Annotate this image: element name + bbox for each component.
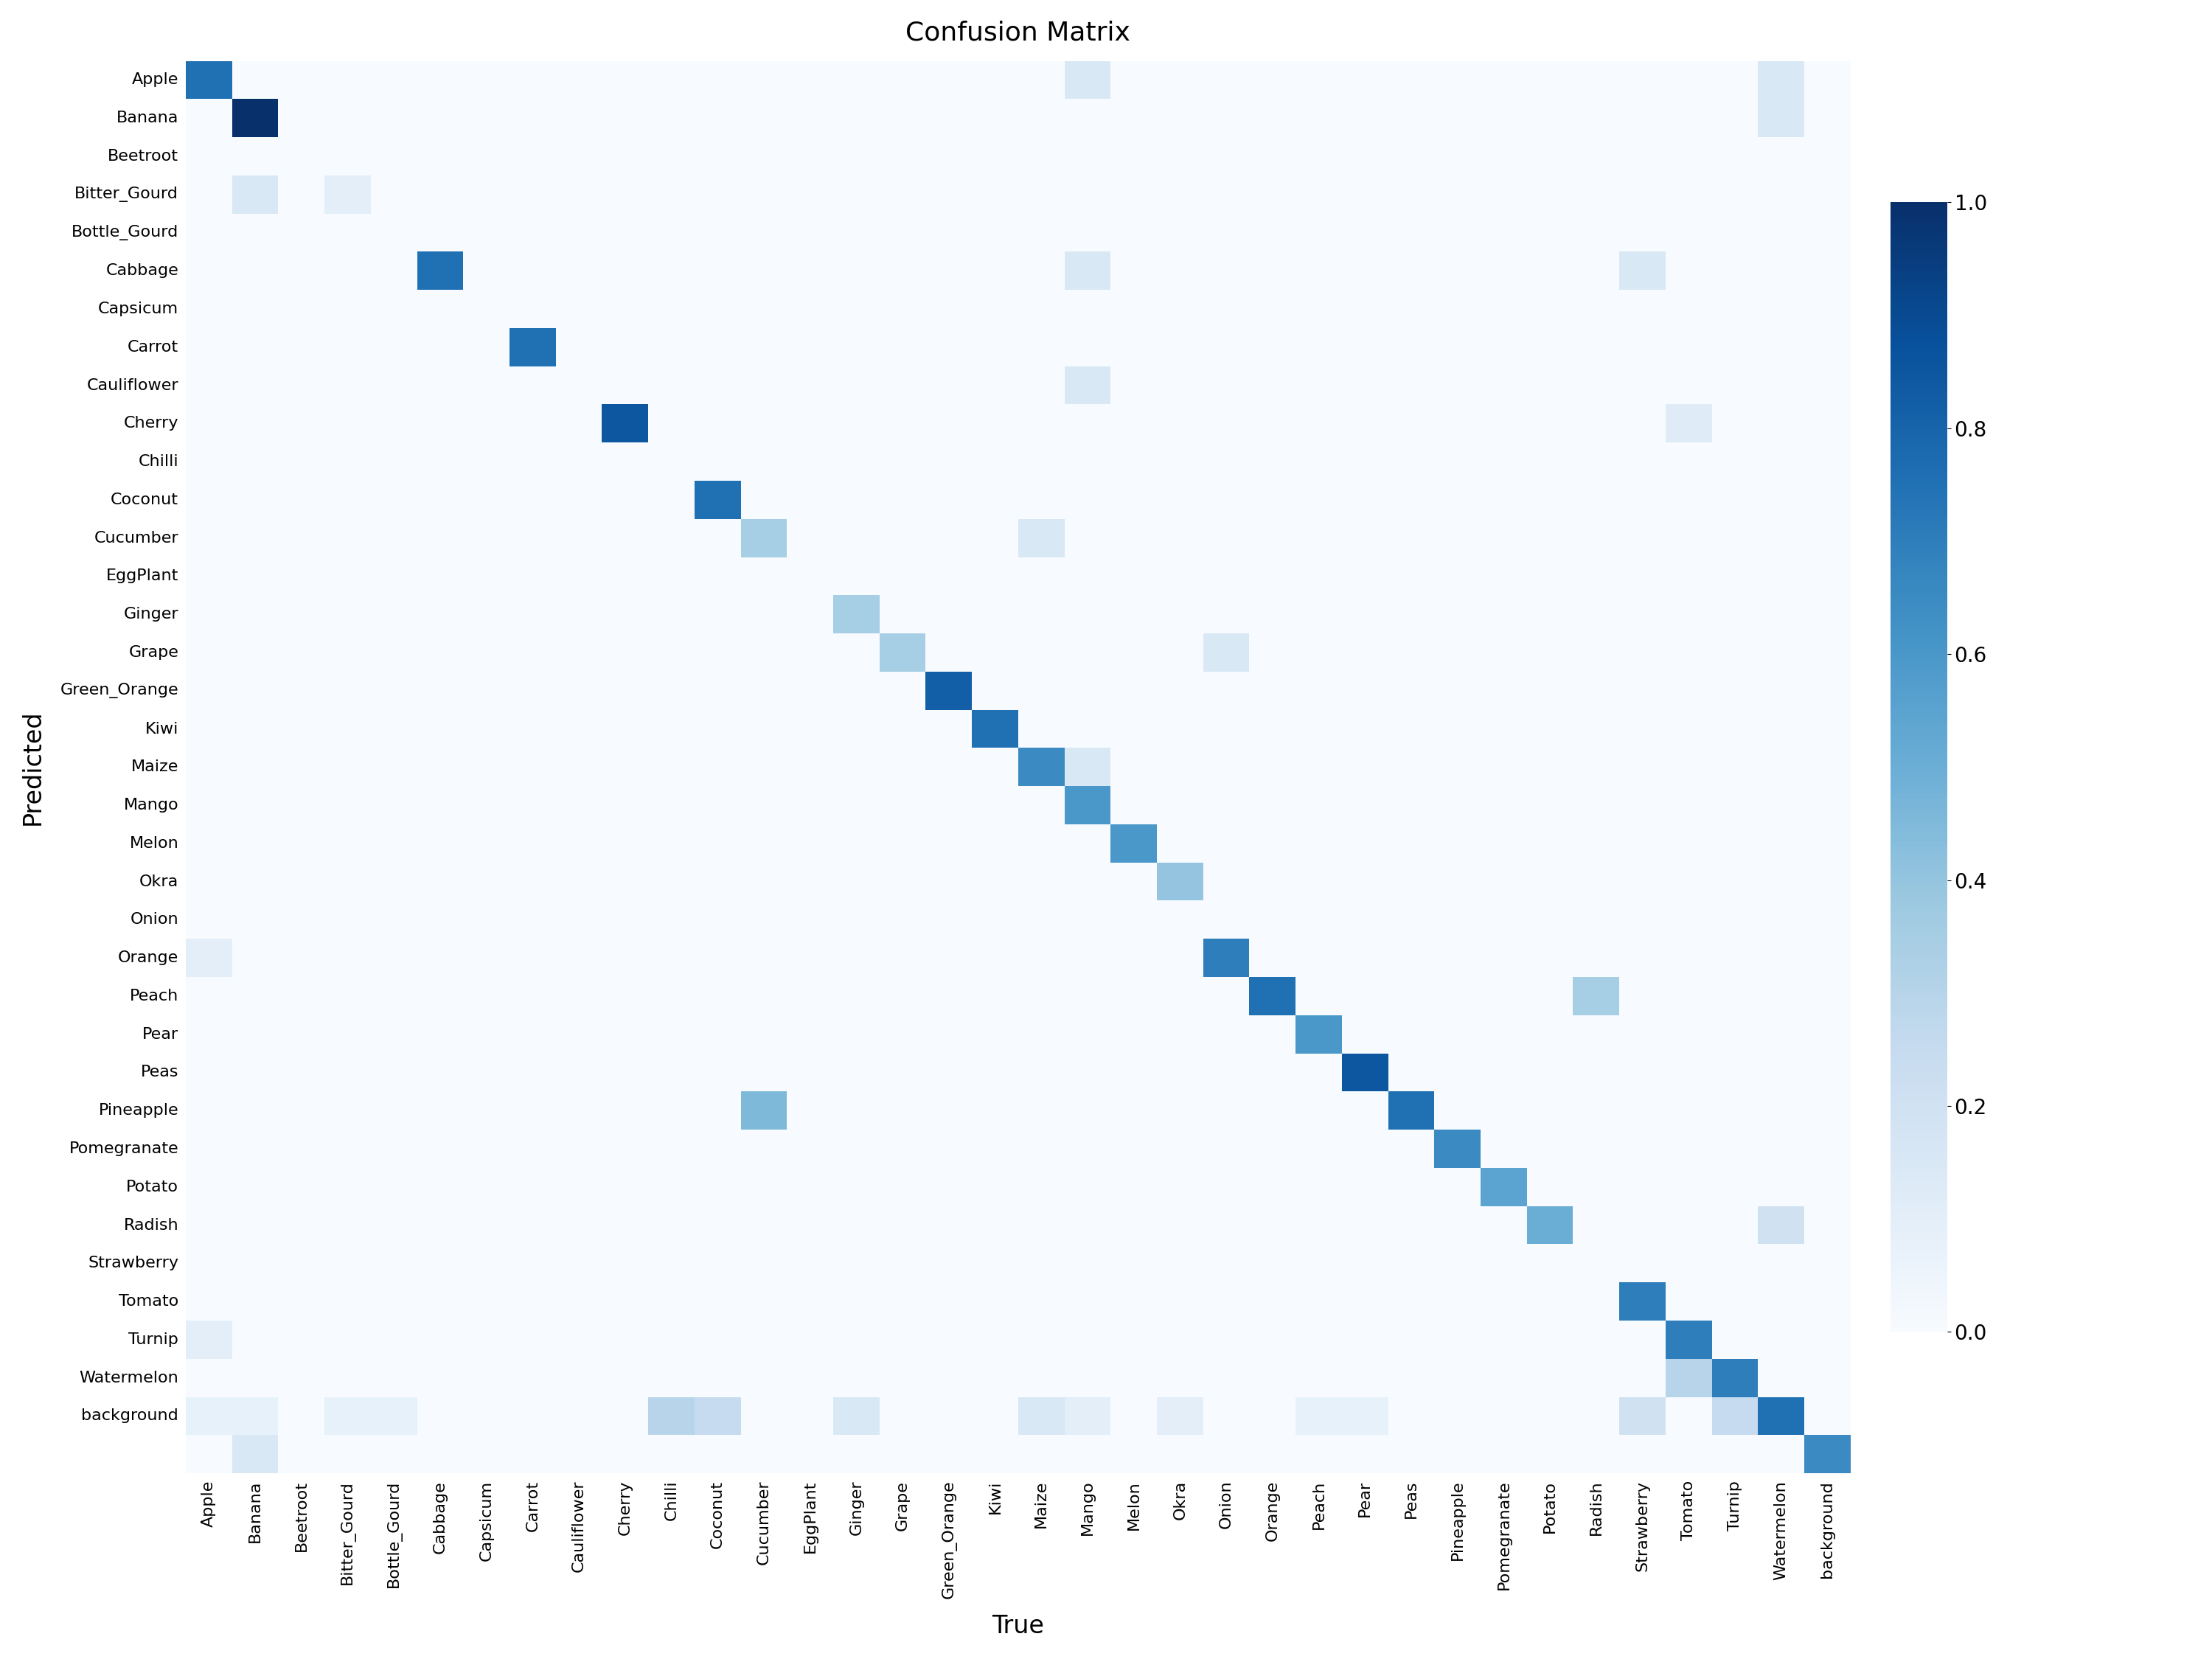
Y-axis label: Predicted: Predicted — [20, 710, 44, 825]
Title: Confusion Matrix: Confusion Matrix — [905, 20, 1130, 45]
X-axis label: True: True — [991, 1614, 1044, 1639]
